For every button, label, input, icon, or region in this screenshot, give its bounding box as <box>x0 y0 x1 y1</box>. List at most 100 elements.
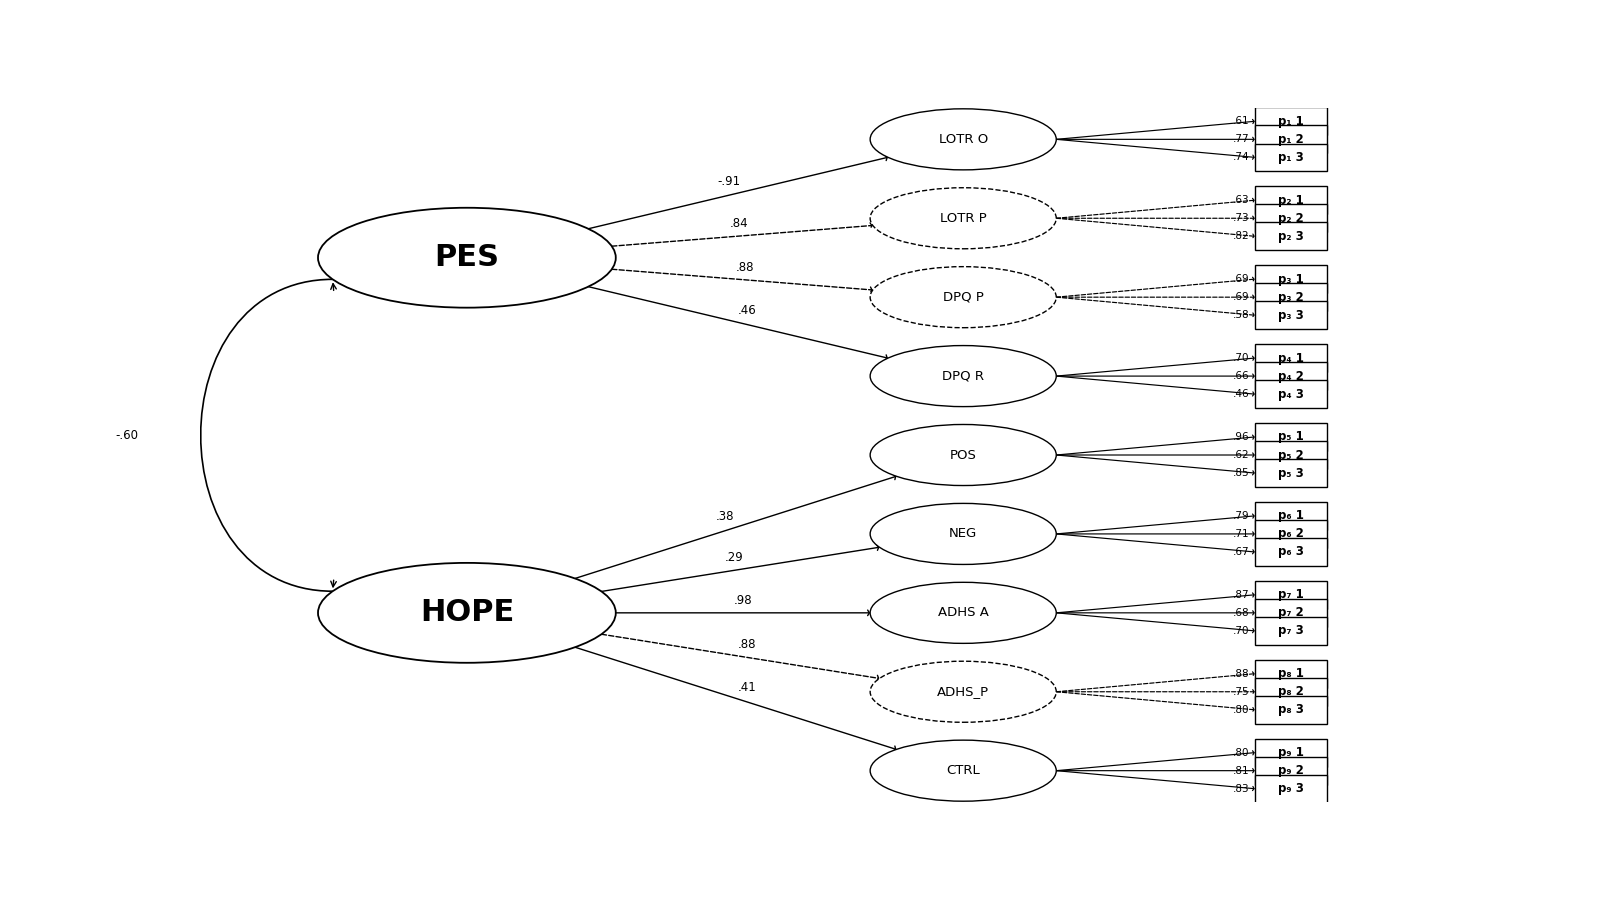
Text: .73: .73 <box>1233 214 1250 223</box>
Ellipse shape <box>871 109 1057 170</box>
Text: p₆ 2: p₆ 2 <box>1278 527 1303 541</box>
Text: .80: .80 <box>1233 705 1250 714</box>
Text: .84: .84 <box>730 217 748 230</box>
Text: CTRL: CTRL <box>946 764 980 778</box>
Text: .82: .82 <box>1233 232 1250 241</box>
Text: .88: .88 <box>736 260 754 274</box>
Text: .98: .98 <box>733 594 752 607</box>
Text: .83: .83 <box>1233 784 1250 794</box>
Text: p₄ 2: p₄ 2 <box>1278 369 1303 383</box>
Ellipse shape <box>319 208 616 307</box>
Text: p₆ 1: p₆ 1 <box>1278 509 1303 523</box>
Text: .41: .41 <box>738 681 756 694</box>
FancyBboxPatch shape <box>1255 678 1327 705</box>
FancyBboxPatch shape <box>1255 223 1327 250</box>
Text: p₇ 3: p₇ 3 <box>1278 624 1303 637</box>
Ellipse shape <box>871 661 1057 723</box>
Text: ADHS A: ADHS A <box>938 606 989 619</box>
Ellipse shape <box>871 424 1057 486</box>
Ellipse shape <box>871 187 1057 249</box>
Text: .67: .67 <box>1233 547 1250 557</box>
Text: p₅ 1: p₅ 1 <box>1278 431 1303 443</box>
Text: p₁ 3: p₁ 3 <box>1278 150 1303 164</box>
Text: p₈ 3: p₈ 3 <box>1278 704 1303 716</box>
Ellipse shape <box>871 504 1057 564</box>
Text: .68: .68 <box>1233 608 1250 618</box>
Text: LOTR P: LOTR P <box>940 212 986 224</box>
FancyBboxPatch shape <box>1255 460 1327 487</box>
Text: ADHS_P: ADHS_P <box>937 686 989 698</box>
Text: p₃ 2: p₃ 2 <box>1278 291 1303 304</box>
Text: .38: .38 <box>716 510 733 523</box>
Text: p₄ 3: p₄ 3 <box>1278 387 1303 401</box>
Text: p₇ 1: p₇ 1 <box>1278 588 1303 601</box>
FancyBboxPatch shape <box>1255 143 1327 171</box>
Text: p₁ 2: p₁ 2 <box>1278 132 1303 146</box>
Text: p₉ 2: p₉ 2 <box>1278 764 1303 778</box>
FancyBboxPatch shape <box>1255 538 1327 566</box>
Text: .46: .46 <box>1233 389 1250 399</box>
Text: p₄ 1: p₄ 1 <box>1278 351 1303 365</box>
Text: DPQ R: DPQ R <box>943 369 985 383</box>
FancyBboxPatch shape <box>1255 205 1327 232</box>
Text: .62: .62 <box>1233 450 1250 460</box>
FancyBboxPatch shape <box>1255 362 1327 390</box>
FancyBboxPatch shape <box>1255 380 1327 408</box>
FancyBboxPatch shape <box>1255 441 1327 469</box>
FancyBboxPatch shape <box>1255 301 1327 329</box>
Text: -.60: -.60 <box>115 429 138 441</box>
FancyBboxPatch shape <box>1255 599 1327 627</box>
Text: .69: .69 <box>1233 292 1250 302</box>
Text: .88: .88 <box>738 638 756 651</box>
Text: .85: .85 <box>1233 468 1250 478</box>
Text: .71: .71 <box>1233 529 1250 539</box>
Text: NEG: NEG <box>949 527 977 541</box>
Text: .61: .61 <box>1233 116 1250 126</box>
Text: .58: .58 <box>1233 310 1250 320</box>
Text: POS: POS <box>949 449 977 461</box>
Text: .66: .66 <box>1233 371 1250 381</box>
Text: .63: .63 <box>1233 196 1250 205</box>
Text: DPQ P: DPQ P <box>943 291 983 304</box>
Text: .75: .75 <box>1233 687 1250 696</box>
Text: .80: .80 <box>1233 748 1250 758</box>
Text: .79: .79 <box>1233 511 1250 521</box>
FancyBboxPatch shape <box>1255 423 1327 450</box>
Text: .81: .81 <box>1233 766 1250 776</box>
Text: p₆ 3: p₆ 3 <box>1278 545 1303 559</box>
Text: p₂ 3: p₂ 3 <box>1278 230 1303 242</box>
Text: p₇ 2: p₇ 2 <box>1278 606 1303 619</box>
Text: .74: .74 <box>1233 152 1250 162</box>
Text: .70: .70 <box>1233 353 1250 363</box>
Text: LOTR O: LOTR O <box>938 132 988 146</box>
FancyBboxPatch shape <box>1255 187 1327 214</box>
Text: p₅ 2: p₅ 2 <box>1278 449 1303 461</box>
FancyBboxPatch shape <box>1255 107 1327 135</box>
FancyBboxPatch shape <box>1255 520 1327 548</box>
Text: p₂ 2: p₂ 2 <box>1278 212 1303 224</box>
FancyBboxPatch shape <box>1255 283 1327 311</box>
Ellipse shape <box>871 582 1057 643</box>
FancyBboxPatch shape <box>1255 125 1327 153</box>
FancyBboxPatch shape <box>1255 739 1327 767</box>
FancyBboxPatch shape <box>1255 757 1327 785</box>
Text: .87: .87 <box>1233 590 1250 600</box>
Text: PES: PES <box>434 243 500 272</box>
FancyBboxPatch shape <box>1255 660 1327 687</box>
Text: p₉ 1: p₉ 1 <box>1278 746 1303 760</box>
Text: .69: .69 <box>1233 274 1250 284</box>
FancyBboxPatch shape <box>1255 344 1327 372</box>
Text: .70: .70 <box>1233 626 1250 636</box>
Text: .77: .77 <box>1233 134 1250 144</box>
FancyBboxPatch shape <box>1255 581 1327 609</box>
Ellipse shape <box>871 346 1057 406</box>
FancyBboxPatch shape <box>1255 265 1327 293</box>
FancyBboxPatch shape <box>1255 502 1327 530</box>
Text: p₈ 2: p₈ 2 <box>1278 686 1303 698</box>
Text: -.91: -.91 <box>717 175 741 188</box>
Text: p₂ 1: p₂ 1 <box>1278 194 1303 206</box>
Text: p₃ 1: p₃ 1 <box>1278 273 1303 286</box>
Ellipse shape <box>871 267 1057 328</box>
FancyBboxPatch shape <box>1255 696 1327 724</box>
Text: .96: .96 <box>1233 432 1250 442</box>
